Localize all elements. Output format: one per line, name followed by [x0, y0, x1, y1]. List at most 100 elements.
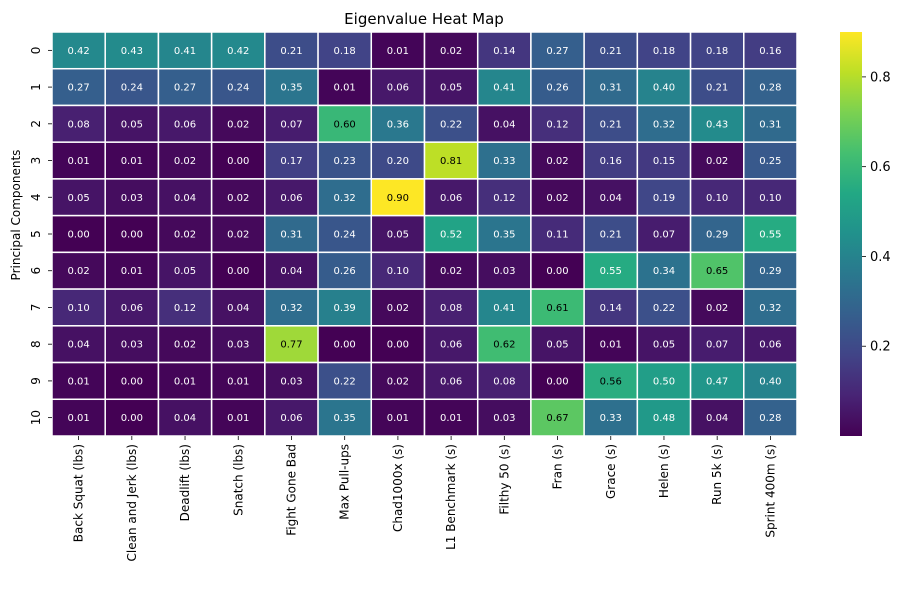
heatmap-cell: [636, 178, 692, 217]
cell-value-label: 0.05: [653, 340, 675, 351]
heatmap-cell: [583, 141, 639, 180]
cell-value-label: 0.14: [493, 46, 515, 57]
heatmap-cell: [264, 178, 319, 217]
y-tick-label: 1: [29, 83, 43, 91]
cell-value-label: 0.01: [121, 156, 143, 167]
cell-value-label: 0.32: [759, 303, 781, 314]
heatmap-cell: [370, 214, 426, 254]
colorbar-tick-label: 0.2: [870, 340, 891, 355]
cell-value-label: 0.01: [440, 413, 462, 424]
cell-value-label: 0.05: [440, 83, 462, 94]
cell-value-label: 0.77: [280, 340, 302, 351]
cell-value-label: 0.18: [334, 46, 356, 57]
x-tick-label: Deadlift (lbs): [178, 444, 192, 521]
cell-value-label: 0.24: [227, 83, 249, 94]
cell-value-label: 0.40: [653, 83, 675, 94]
cell-value-label: 0.25: [759, 156, 781, 167]
cell-value-label: 0.02: [546, 156, 568, 167]
x-tick-label: Snatch (lbs): [231, 444, 245, 516]
cell-value-label: 0.00: [121, 376, 143, 387]
cell-value-label: 0.24: [334, 230, 356, 241]
heatmap-cell: [583, 214, 639, 254]
heatmap-cell: [689, 178, 745, 217]
x-tick-labels: Back Squat (lbs) Clean and Jerk (lbs) Dead…: [72, 436, 777, 561]
cell-value-label: 0.00: [546, 376, 568, 387]
y-tick-label: 9: [29, 377, 43, 385]
cell-value-label: 0.42: [227, 46, 249, 57]
heatmap-cell: [423, 214, 479, 254]
heatmap-cell: [743, 104, 798, 143]
chart-title: Eigenvalue Heat Map: [344, 10, 504, 28]
heatmap-cell: [157, 325, 213, 364]
cell-value-label: 0.02: [387, 376, 409, 387]
y-tick-label: 5: [29, 230, 43, 238]
x-tick-label: Run 5k (s): [710, 444, 724, 505]
heatmap-cell: [636, 141, 692, 180]
cell-value-label: 0.11: [546, 230, 568, 241]
heatmap-cell: [423, 141, 479, 180]
heatmap-cell: [743, 141, 798, 180]
x-tick-label: Helen (s): [657, 444, 671, 498]
cell-value-label: 0.02: [227, 193, 249, 204]
heatmap-cell: [530, 288, 585, 327]
cell-value-label: 0.28: [759, 413, 781, 424]
cell-value-label: 0.02: [440, 46, 462, 57]
cell-value-label: 0.04: [227, 303, 249, 314]
x-tick-label: Fran (s): [551, 444, 565, 489]
colorbar-tick-label: 0.4: [870, 250, 891, 265]
cell-value-label: 0.15: [653, 156, 675, 167]
cell-value-label: 0.55: [600, 266, 622, 277]
cell-value-label: 0.10: [67, 303, 89, 314]
cell-value-label: 0.00: [67, 230, 89, 241]
heatmap-cell: [264, 67, 319, 107]
heatmap-cell: [104, 67, 160, 107]
y-tick-label: 3: [29, 157, 43, 165]
cell-value-label: 0.02: [174, 230, 196, 241]
cell-value-label: 0.18: [653, 46, 675, 57]
y-tick-label: 10: [29, 410, 43, 425]
cell-value-label: 0.41: [493, 303, 515, 314]
heatmap-cell: [210, 141, 266, 180]
cell-value-label: 0.21: [706, 83, 728, 94]
cell-value-label: 0.35: [280, 83, 302, 94]
cell-value-label: 0.21: [600, 119, 622, 130]
cell-value-label: 0.04: [493, 119, 515, 130]
cell-value-label: 0.17: [280, 156, 302, 167]
cell-value-label: 0.27: [546, 46, 568, 57]
heatmap-cell: [157, 214, 213, 254]
cell-value-label: 0.01: [227, 413, 249, 424]
cell-value-label: 0.06: [121, 303, 143, 314]
heatmap-cell: [51, 251, 106, 290]
cell-value-label: 0.02: [174, 340, 196, 351]
heatmap-cell: [51, 361, 106, 401]
cell-value-label: 0.42: [67, 46, 89, 57]
cell-value-label: 0.04: [600, 193, 622, 204]
cell-value-label: 0.02: [174, 156, 196, 167]
cell-value-label: 0.00: [227, 266, 249, 277]
cell-value-label: 0.67: [546, 413, 568, 424]
heatmap-cells: 0.42 0.43 0.41 0.42 0.21 0.18 0.01 0.02 0.14 0.27…: [51, 31, 798, 437]
cell-value-label: 0.26: [546, 83, 568, 94]
heatmap-cell: [157, 251, 213, 290]
cell-value-label: 0.06: [280, 193, 302, 204]
cell-value-label: 0.29: [759, 266, 781, 277]
heatmap-cell: [104, 214, 160, 254]
cell-value-label: 0.06: [174, 119, 196, 130]
heatmap-cell: [210, 214, 266, 254]
heatmap-cell: [583, 251, 639, 290]
cell-value-label: 0.05: [546, 340, 568, 351]
cell-value-label: 0.29: [706, 230, 728, 241]
cell-value-label: 0.20: [387, 156, 409, 167]
cell-value-label: 0.32: [334, 193, 356, 204]
cell-value-label: 0.10: [387, 266, 409, 277]
heatmap-cell: [689, 67, 745, 107]
x-tick-label: Clean and Jerk (lbs): [125, 444, 139, 561]
heatmap-cell: [583, 178, 639, 217]
cell-value-label: 0.24: [121, 83, 143, 94]
cell-value-label: 0.06: [387, 83, 409, 94]
x-tick-label: Max Pull-ups: [338, 444, 352, 520]
cell-value-label: 0.35: [334, 413, 356, 424]
cell-value-label: 0.21: [600, 46, 622, 57]
cell-value-label: 0.05: [121, 119, 143, 130]
